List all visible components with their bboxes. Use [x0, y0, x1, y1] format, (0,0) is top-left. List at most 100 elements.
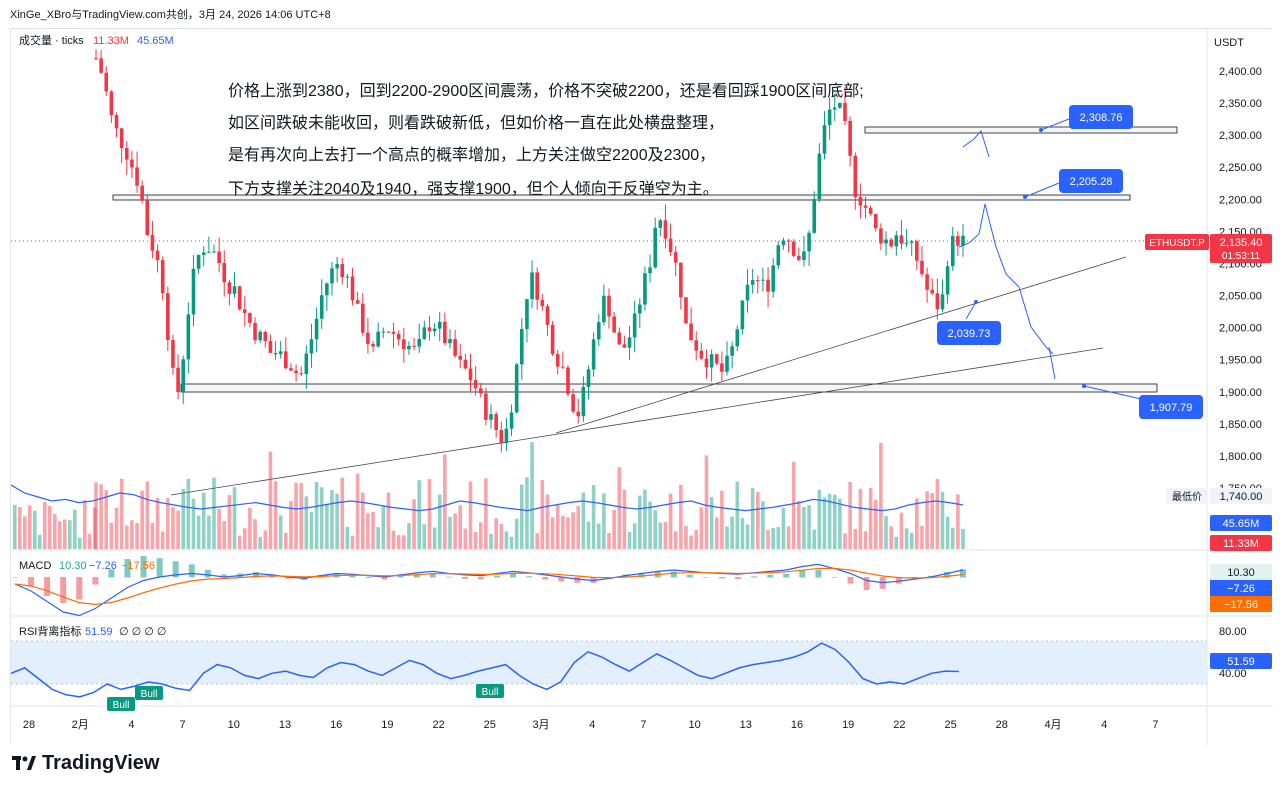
rising-trendline-1[interactable] — [555, 256, 1127, 434]
candle-body — [140, 185, 144, 201]
price-axis-background — [1207, 29, 1273, 745]
candle-body — [940, 294, 945, 310]
callout-2039-label: 2,039.73 — [948, 328, 991, 340]
candle-body — [309, 339, 314, 354]
chart-container[interactable]: 2,308.76 2,205.28 2,039.73 1,907.79 成交量 … — [10, 28, 1273, 745]
volume-bar — [289, 500, 293, 549]
callout-1907[interactable]: 1,907.79 — [1139, 395, 1203, 419]
time-tick: 19 — [381, 719, 393, 731]
candle-body — [863, 205, 868, 208]
candle-body — [576, 411, 581, 417]
volume-bar — [822, 497, 827, 549]
candle-body — [427, 327, 432, 332]
candle-body — [340, 264, 345, 278]
volume-bar — [509, 536, 514, 549]
volume-bar — [83, 500, 87, 549]
callout-dot-1 — [1039, 128, 1043, 132]
volume-bar — [843, 533, 847, 549]
bull-label-1: Bull — [107, 697, 135, 711]
volume-bar — [325, 503, 329, 549]
chart-svg[interactable]: 2,308.76 2,205.28 2,039.73 1,907.79 成交量 … — [10, 29, 1273, 745]
macd-hist-bar — [542, 577, 549, 580]
time-tick: 16 — [791, 719, 803, 731]
volume-bar — [284, 532, 288, 549]
callout-2308[interactable]: 2,308.76 — [1069, 105, 1133, 129]
volume-bar — [443, 454, 447, 549]
candle-body — [807, 232, 811, 252]
tradingview-logo[interactable]: TradingView — [12, 752, 159, 775]
candles — [94, 49, 965, 453]
candle-body — [699, 350, 704, 359]
candle-body — [212, 251, 216, 253]
volume-bar — [884, 515, 888, 549]
volume-bar — [709, 497, 714, 549]
volume-bar — [314, 482, 319, 549]
candle-body — [396, 333, 401, 340]
volume-bar — [242, 528, 247, 549]
support-box-1900[interactable] — [180, 383, 1158, 393]
volume-bar — [88, 534, 92, 549]
macd-hist-bar — [349, 575, 356, 578]
volume-bar — [909, 532, 914, 549]
volume-bar — [278, 515, 283, 549]
candle-body — [484, 393, 488, 420]
volume-bar — [776, 527, 781, 549]
volume-bar — [109, 522, 114, 549]
candle-body — [843, 102, 847, 121]
macd-hist-bar — [494, 575, 501, 578]
chart-header-title: XinGe_XBro与TradingView.com共创，3月 24, 2026… — [10, 9, 331, 21]
candle-body — [627, 337, 632, 348]
time-tick: 10 — [228, 719, 240, 731]
candle-body — [781, 240, 786, 246]
volume-bar — [838, 498, 842, 549]
callout-2308-label: 2,308.76 — [1080, 112, 1123, 124]
candle-body — [950, 236, 955, 267]
candle-body — [720, 363, 724, 372]
macd-hist-bar — [799, 570, 806, 578]
volume-bar — [273, 481, 278, 549]
price-tick: 1,800.00 — [1219, 451, 1262, 463]
volume-bar — [191, 498, 196, 549]
volume-bar — [596, 523, 601, 549]
candle-body — [920, 260, 924, 275]
symbol-tag[interactable]: ETHUSDT.P 2,135.40 01:53:11 — [1145, 234, 1272, 263]
volume-bar — [935, 478, 940, 549]
candle-body — [499, 429, 504, 444]
candle-body — [319, 295, 324, 319]
candle-body — [360, 303, 365, 333]
candle-body — [658, 220, 663, 228]
candle-body — [371, 343, 375, 347]
volume-bar — [889, 526, 893, 549]
candle-body — [956, 236, 960, 246]
volume-tag-v2: 45.65M — [1210, 515, 1272, 531]
price-tick: 2,400.00 — [1219, 66, 1262, 78]
candle-body — [930, 289, 935, 294]
callout-2205[interactable]: 2,205.28 — [1059, 169, 1123, 193]
low-price-label: 最低价 — [1172, 490, 1202, 503]
volume-ma-line — [10, 484, 964, 512]
volume-bar — [99, 484, 103, 549]
volume-tag-v1: 11.33M — [1210, 535, 1272, 551]
candle-body — [150, 235, 155, 251]
rising-trendline-2[interactable] — [170, 347, 1104, 496]
candle-body — [253, 322, 257, 341]
volume-bar — [956, 494, 960, 549]
resistance-box-2205[interactable] — [112, 194, 1131, 201]
resistance-box-2308[interactable] — [864, 126, 1178, 134]
volume-bar — [355, 473, 360, 549]
candle-body — [817, 153, 822, 200]
candle-body — [386, 331, 391, 333]
candle-body — [596, 322, 601, 340]
candle-body — [725, 355, 729, 372]
volume-bar — [827, 493, 832, 549]
time-tick: 7 — [640, 719, 646, 731]
time-tick: 28 — [996, 719, 1008, 731]
volume-bar — [63, 519, 67, 549]
candle-body — [617, 332, 622, 345]
macd-hist-bar — [108, 569, 115, 578]
volume-bar — [873, 499, 878, 549]
callout-2039[interactable]: 2,039.73 — [937, 321, 1001, 345]
volume-tag-v1-label: 11.33M — [1223, 538, 1259, 550]
volume-bar — [248, 507, 252, 549]
macd-hist-bar — [60, 577, 67, 604]
